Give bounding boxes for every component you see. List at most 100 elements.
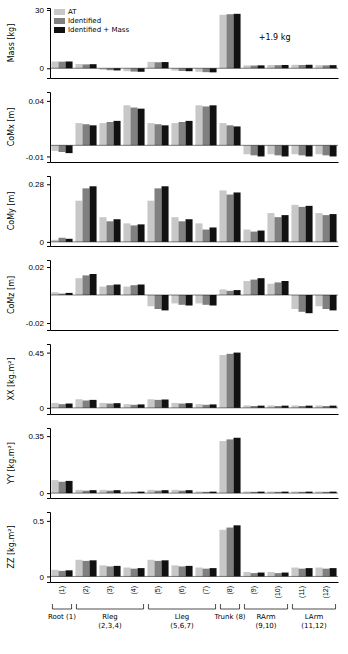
group-label: RArm(9,10) [255, 613, 276, 630]
bar [99, 403, 106, 408]
bar [274, 65, 281, 68]
bar [162, 62, 169, 68]
group-label: Lleg(5,6,7) [170, 613, 194, 630]
bar [298, 145, 305, 155]
y-tick-label: 0.02 [28, 263, 44, 272]
bar [147, 560, 154, 577]
y-tick: 0.35 [28, 432, 50, 441]
series [58, 188, 329, 242]
bar [114, 68, 121, 70]
y-axis-line [47, 429, 51, 499]
y-axis-line [47, 261, 51, 331]
bar [234, 290, 241, 295]
bar [195, 223, 202, 242]
zero-line [50, 295, 338, 296]
x-tick-label: (7) [202, 586, 210, 595]
bar [186, 403, 193, 408]
bar [234, 14, 241, 68]
bar [226, 439, 233, 493]
bar [258, 573, 265, 577]
bar [267, 145, 274, 154]
bar [258, 278, 265, 295]
panel: 00.45XX [kg.m²] [7, 345, 339, 415]
y-axis-line [47, 345, 51, 415]
x-tick: (7) [202, 582, 210, 595]
bar [147, 201, 154, 242]
bar [250, 232, 257, 242]
y-tick: 0.5 [33, 517, 50, 526]
bar [322, 569, 329, 577]
y-tick: 0.45 [28, 349, 50, 358]
bar [75, 560, 82, 577]
series [51, 441, 322, 493]
bar [322, 406, 329, 408]
bar [330, 214, 337, 242]
y-tick: 0 [40, 238, 50, 247]
y-tick-mark [47, 101, 50, 102]
y-tick: 0 [40, 404, 50, 413]
bar [58, 571, 65, 577]
bar [330, 145, 337, 156]
bar [90, 64, 97, 68]
zero-line [50, 145, 338, 146]
x-axis-line [51, 78, 339, 79]
bar [291, 568, 298, 577]
bar [219, 441, 226, 493]
y-tick: 0 [40, 64, 50, 73]
y-tick-mark [47, 408, 50, 409]
bar [66, 61, 73, 68]
bar [114, 403, 121, 408]
bar [226, 195, 233, 242]
legend-label: Identified [68, 17, 101, 25]
bar [258, 406, 265, 408]
bar [322, 215, 329, 242]
bar [291, 145, 298, 154]
y-tick: 30 [35, 6, 50, 15]
x-axis [51, 78, 339, 79]
y-tick-mark [47, 68, 50, 69]
y-axis-title: CoMy [m] [7, 192, 16, 231]
bar [267, 284, 274, 295]
series [58, 354, 329, 408]
bar [66, 239, 73, 242]
zero-line [50, 68, 338, 69]
y-tick-label: 0.28 [28, 180, 44, 189]
group-label-line: Root (1) [48, 613, 76, 621]
bar [82, 275, 89, 295]
bar [322, 65, 329, 68]
bar [202, 569, 209, 577]
bar [138, 285, 145, 296]
x-axis [51, 498, 339, 499]
legend-swatch [54, 9, 65, 15]
bar [282, 65, 289, 68]
bar [298, 295, 305, 312]
group-bracket: RArm(9,10) [244, 604, 287, 630]
bar [202, 405, 209, 408]
y-tick-label: 0 [40, 238, 45, 247]
series [51, 15, 322, 72]
bar [234, 126, 241, 145]
bar [195, 568, 202, 577]
bar [178, 68, 185, 71]
bar [186, 219, 193, 242]
bar [186, 121, 193, 145]
bar [322, 295, 329, 309]
x-tick-label: (9) [250, 586, 258, 595]
x-tick-label: (11) [298, 586, 306, 598]
bar [51, 61, 58, 68]
bar [219, 190, 226, 241]
y-tick-mark [47, 353, 50, 354]
group-label-line: Lleg [175, 613, 190, 621]
x-tick: (8) [226, 582, 234, 595]
bar [186, 295, 193, 306]
bar [330, 65, 337, 68]
x-tick-label: (6) [178, 586, 186, 595]
bar [130, 285, 137, 295]
bar [51, 240, 58, 242]
x-axis-line [51, 582, 339, 583]
y-axis: -0.020.02 [26, 261, 51, 331]
y-axis-title: CoMx [m] [7, 108, 16, 147]
bar [123, 68, 130, 71]
bar [219, 15, 226, 68]
panel: -0.010.04CoMx [m] [7, 93, 339, 163]
